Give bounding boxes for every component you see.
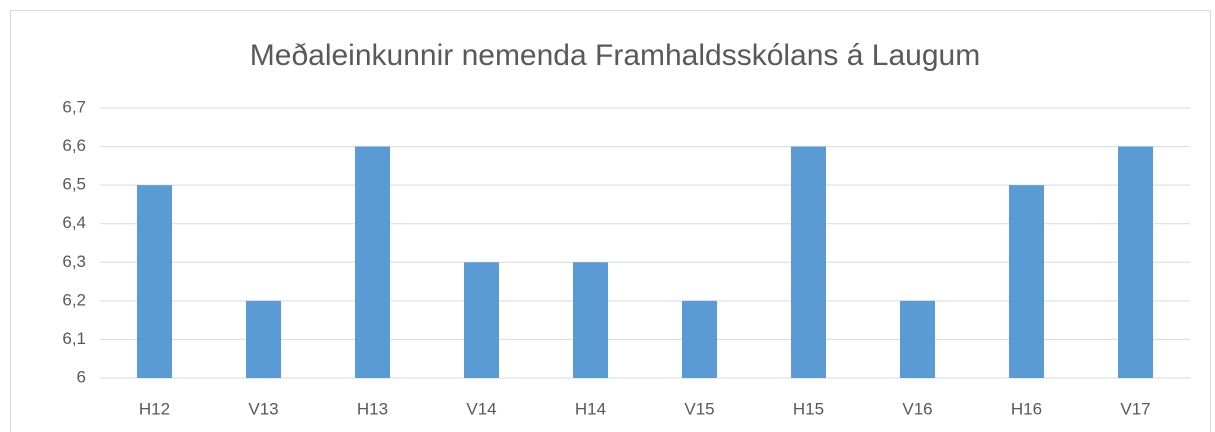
y-tick-label: 6,2 bbox=[62, 290, 86, 309]
bar bbox=[1009, 185, 1044, 378]
bar bbox=[573, 262, 608, 378]
bar bbox=[355, 146, 390, 378]
x-tick-label: H12 bbox=[139, 399, 170, 418]
bar bbox=[464, 262, 499, 378]
bar bbox=[682, 300, 717, 378]
x-tick-label: H15 bbox=[793, 399, 824, 418]
y-tick-label: 6,7 bbox=[62, 97, 86, 116]
x-tick-label: V15 bbox=[684, 399, 714, 418]
x-tick-label: H14 bbox=[575, 399, 606, 418]
bar bbox=[137, 185, 172, 378]
bar bbox=[900, 300, 935, 378]
x-tick-label: V13 bbox=[248, 399, 278, 418]
y-tick-label: 6,3 bbox=[62, 252, 86, 271]
y-tick-label: 6,6 bbox=[62, 136, 86, 155]
x-tick-label: H16 bbox=[1011, 399, 1042, 418]
bar bbox=[791, 146, 826, 378]
x-tick-label: V17 bbox=[1120, 399, 1150, 418]
y-tick-label: 6,5 bbox=[62, 175, 86, 194]
y-tick-label: 6 bbox=[77, 367, 86, 386]
x-tick-label: H13 bbox=[357, 399, 388, 418]
y-tick-label: 6,4 bbox=[62, 213, 86, 232]
bar bbox=[1118, 146, 1153, 378]
y-tick-label: 6,1 bbox=[62, 329, 86, 348]
x-tick-label: V14 bbox=[466, 399, 496, 418]
x-tick-label: V16 bbox=[902, 399, 932, 418]
chart-title: Meðaleinkunnir nemenda Framhaldsskólans … bbox=[250, 39, 980, 72]
bar bbox=[246, 300, 281, 378]
